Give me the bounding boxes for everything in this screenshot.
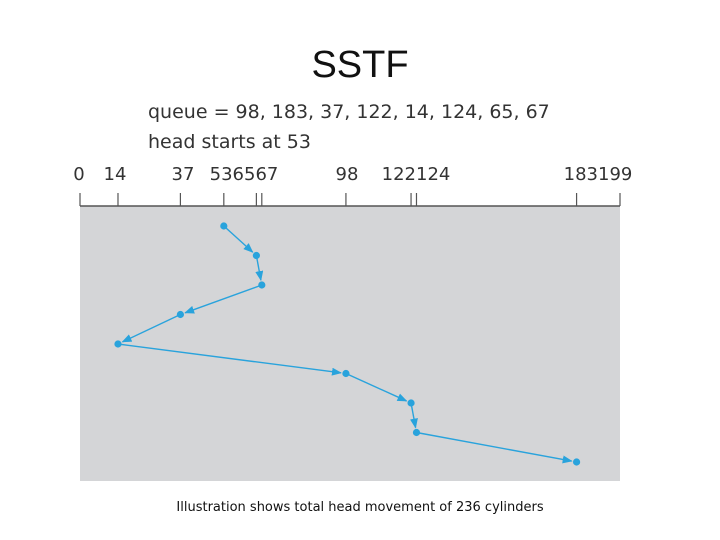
head-move-segment <box>345 372 408 402</box>
slide-title: SSTF <box>311 44 409 86</box>
axis-tick-label: 14 <box>104 164 127 185</box>
head-position-point <box>572 458 581 466</box>
head-path <box>117 225 573 464</box>
head-move-segment <box>184 284 263 314</box>
head-positions <box>114 222 581 466</box>
axis-tick-labels: 0 14 37 536567 98 122124 183199 <box>73 164 632 185</box>
queue-label: queue = 98, 183, 37, 122, 14, 124, 65, 6… <box>148 101 550 123</box>
head-move-segment <box>121 313 181 343</box>
head-move-segment <box>416 431 573 464</box>
head-move-segment <box>117 343 342 376</box>
head-move-segment <box>255 255 264 282</box>
head-position-point <box>114 340 122 348</box>
axis-ticks <box>79 193 621 206</box>
head-position-point <box>252 251 260 260</box>
head-move-segment <box>410 402 418 429</box>
diagram-panel <box>80 206 620 481</box>
caption: Illustration shows total head movement o… <box>176 500 544 515</box>
axis-tick-label: 183199 <box>564 164 633 185</box>
axis-tick-label: 98 <box>336 164 359 185</box>
head-move-segment <box>223 225 254 253</box>
head-position-point <box>176 310 185 319</box>
axis-tick-label: 122124 <box>382 164 451 185</box>
head-start-label: head starts at 53 <box>148 131 311 153</box>
axis-tick-label: 37 <box>172 164 195 185</box>
axis-tick-label: 536567 <box>210 164 279 185</box>
head-position-point <box>220 222 228 230</box>
head-position-point <box>342 369 350 378</box>
head-position-point <box>412 428 421 437</box>
head-position-point <box>258 281 266 289</box>
axis-tick-label: 0 <box>73 164 84 185</box>
head-position-point <box>407 399 415 407</box>
